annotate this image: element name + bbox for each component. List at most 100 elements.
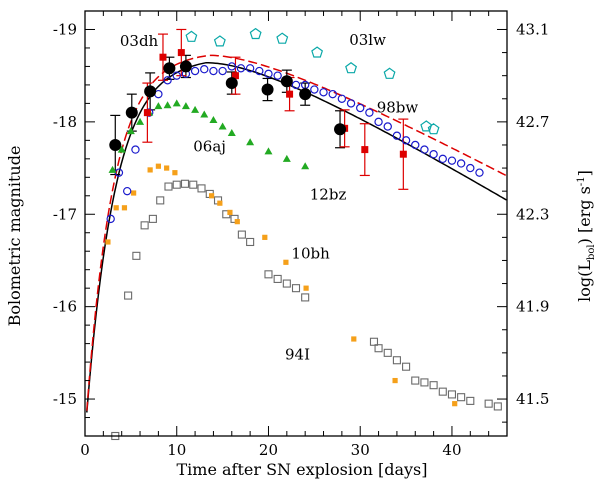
y-right-axis-title: log(Lbol) [erg s-1] (575, 170, 597, 302)
axis-ticks (84, 10, 508, 437)
x-tick-label: 10 (167, 441, 186, 459)
point-03lw (311, 46, 324, 58)
point-94I (411, 376, 420, 385)
point-94I (420, 378, 429, 387)
label-03lw: 03lw (349, 31, 386, 49)
point-98bw (310, 85, 319, 94)
point-10bh (164, 165, 170, 171)
y-right-tick-label: 43.1 (516, 20, 549, 38)
x-tick-label: 0 (80, 441, 90, 459)
point-94I (237, 230, 246, 239)
point-98bw (122, 186, 132, 196)
point-98bw (200, 65, 209, 74)
label-94I: 94I (285, 345, 310, 363)
point-03lw (185, 30, 198, 42)
point-94I (246, 237, 255, 247)
point-03dh (143, 109, 151, 117)
point-03dh (286, 90, 294, 98)
point-94I (148, 214, 157, 223)
point-03dh (231, 72, 239, 80)
data-points (105, 27, 502, 441)
point-94I (369, 337, 379, 346)
point-94I (447, 390, 457, 399)
point-10bh (452, 401, 458, 407)
point-12bz (225, 77, 238, 90)
series-labels: 03dh 03lw 98bw 06aj 12bz 10bh 94I (120, 31, 419, 363)
point-94I (230, 214, 239, 223)
point-94I (374, 344, 383, 353)
point-98bw (466, 163, 475, 173)
point-98bw (356, 103, 365, 113)
y-right-tick-label: 42.3 (516, 205, 549, 223)
point-98bw (319, 88, 328, 97)
point-94I (172, 180, 181, 189)
point-94I (264, 270, 273, 279)
point-94I (282, 279, 291, 288)
label-12bz: 12bz (310, 185, 347, 203)
point-98bw (383, 122, 392, 131)
point-12bz (299, 88, 312, 101)
point-94I (156, 196, 165, 205)
point-94I (291, 284, 301, 293)
point-03lw (276, 32, 289, 44)
point-06aj (126, 127, 135, 135)
point-98bw (429, 150, 438, 159)
point-06aj (200, 110, 209, 118)
point-10bh (262, 234, 268, 240)
point-98bw (365, 108, 374, 117)
point-06aj (172, 99, 181, 107)
point-06aj (136, 117, 145, 125)
label-10bh: 10bh (291, 245, 330, 263)
point-06aj (163, 101, 172, 109)
point-10bh (105, 239, 111, 245)
point-94I (466, 396, 475, 405)
point-98bw (438, 154, 447, 164)
point-12bz (109, 138, 122, 151)
point-06aj (246, 138, 255, 146)
point-06aj (227, 128, 236, 136)
point-94I (140, 221, 149, 230)
point-98bw (209, 66, 218, 76)
y-tick-label: -18 (53, 113, 77, 131)
point-94I (402, 362, 411, 371)
point-12bz (163, 62, 176, 75)
point-03lw (427, 123, 440, 135)
y-right-tick-label: 42.7 (516, 113, 549, 131)
point-10bh (283, 259, 289, 265)
point-98bw (447, 156, 457, 165)
point-98bw (392, 131, 402, 140)
plot-frame (84, 10, 508, 437)
point-98bw (236, 64, 246, 73)
point-10bh (113, 205, 119, 211)
point-94I (429, 381, 438, 390)
y-right-tick-label: 41.5 (516, 390, 549, 408)
point-03lw (249, 27, 262, 40)
point-12bz (125, 106, 138, 119)
point-98bw (255, 66, 264, 76)
point-98bw (163, 76, 172, 85)
point-06aj (117, 145, 126, 153)
point-98bw (401, 136, 411, 145)
point-10bh (121, 205, 128, 211)
point-12bz (261, 83, 274, 96)
point-94I (484, 399, 493, 408)
point-06aj (209, 116, 218, 124)
y-right-tick-label: 41.9 (516, 298, 549, 316)
point-98bw (131, 145, 140, 154)
point-10bh (351, 336, 357, 342)
point-94I (124, 291, 133, 300)
point-03dh (159, 53, 167, 61)
point-94I (273, 274, 282, 283)
point-10bh (234, 219, 240, 225)
point-94I (197, 184, 206, 193)
point-10bh (227, 209, 233, 216)
point-94I (493, 402, 502, 411)
point-98bw (264, 69, 273, 79)
point-98bw (411, 140, 420, 150)
point-98bw (374, 117, 383, 127)
point-10bh (392, 377, 398, 384)
x-axis-title: Time after SN explosion [days] (176, 460, 427, 479)
point-94I (457, 393, 466, 402)
point-12bz (144, 85, 157, 98)
